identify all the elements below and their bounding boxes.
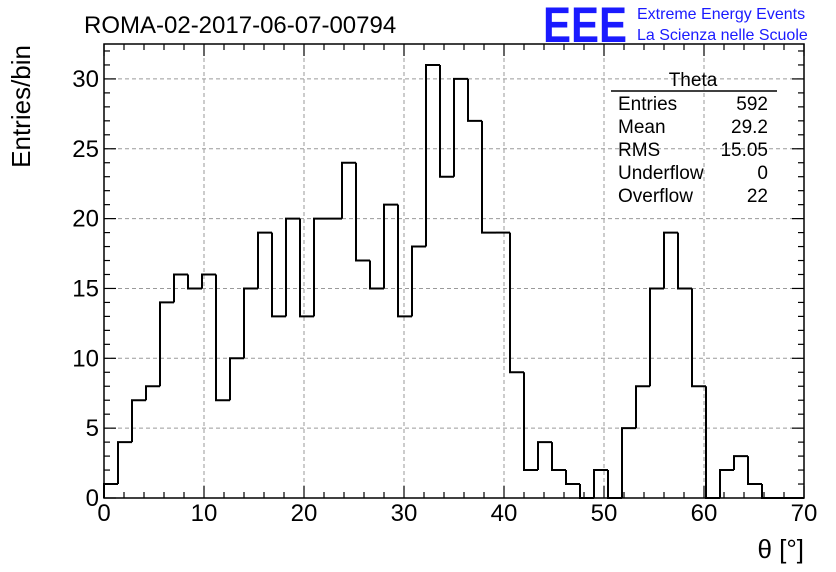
stats-value: 0: [757, 163, 768, 184]
y-tick-label: 15: [72, 275, 99, 302]
stats-label: Underflow: [618, 163, 704, 184]
histogram-bin: [341, 161, 356, 219]
logo-line-2: La Scienza nelle Scuole: [637, 27, 808, 44]
histogram-bin: [439, 64, 454, 178]
histogram-bin: [551, 442, 566, 472]
histogram-bin: [425, 63, 440, 247]
histogram-bin: [523, 372, 538, 472]
histogram-bin: [719, 469, 734, 498]
y-axis-title: Entries/bin: [6, 45, 36, 168]
histogram-bin: [383, 203, 398, 289]
stats-value: 22: [747, 186, 768, 207]
histogram-bin: [355, 162, 370, 262]
stats-value: 29.2: [731, 117, 768, 138]
histogram-bin: [747, 456, 762, 486]
histogram-bin: [369, 260, 384, 290]
histogram-bin: [103, 483, 118, 498]
x-tick-label: 70: [791, 500, 818, 527]
histogram-bin: [299, 218, 314, 318]
histogram-bin: [243, 287, 258, 359]
logo-line-1: Extreme Energy Events: [637, 6, 805, 23]
x-tick-label: 10: [191, 500, 218, 527]
histogram-bin: [145, 385, 160, 401]
y-tick-label: 0: [86, 485, 99, 512]
plot-frame: [103, 43, 805, 499]
x-tick-label: 20: [291, 500, 318, 527]
grid: [104, 44, 804, 498]
x-axis-title: θ [°]: [757, 534, 804, 564]
logo-mark: EEE: [543, 0, 627, 53]
stats-title: Theta: [669, 70, 718, 91]
histogram-bin: [117, 441, 132, 485]
x-tick-label: 40: [491, 500, 518, 527]
histogram-bin: [537, 441, 552, 471]
histogram-bin: [481, 120, 496, 234]
axis-ticks: [103, 44, 805, 499]
histogram-bin: [691, 288, 706, 388]
histogram-bin: [215, 274, 230, 402]
histogram-bin: [565, 470, 580, 486]
histogram-bin: [173, 273, 188, 303]
y-tick-label: 10: [72, 345, 99, 372]
y-tick-label: 25: [72, 136, 99, 163]
stats-label: Overflow: [618, 186, 693, 207]
histogram-bin: [229, 357, 244, 401]
histogram-bin: [593, 469, 608, 498]
x-tick-label: 60: [691, 500, 718, 527]
histogram-bin: [397, 204, 412, 318]
histogram-bin: [579, 484, 594, 499]
histogram-bin: [677, 232, 692, 290]
histogram-bin: [187, 274, 202, 290]
histogram-bin: [159, 301, 174, 387]
histogram-bars: [103, 63, 804, 499]
histogram-bin: [621, 427, 636, 498]
histogram-bin: [509, 232, 524, 374]
histogram-bin: [453, 77, 468, 177]
histogram-bin: [705, 386, 720, 499]
histogram-bin: [467, 78, 482, 122]
stats-label: RMS: [618, 140, 660, 161]
x-tick-label: 50: [591, 500, 618, 527]
histogram-bin: [411, 245, 426, 317]
histogram-bin: [271, 232, 286, 318]
stats-value: 15.05: [720, 140, 768, 161]
stats-box: Theta Entries 592 Mean 29.2 RMS 15.05 Underflo…: [611, 70, 777, 207]
histogram-bin: [607, 470, 622, 499]
histogram-bin: [201, 273, 216, 289]
x-tick-label: 0: [97, 500, 110, 527]
histogram-bin: [663, 231, 678, 289]
histogram-bin: [733, 455, 748, 471]
x-tick-label: 30: [391, 500, 418, 527]
stats-label: Mean: [618, 117, 666, 138]
chart-title: ROMA-02-2017-06-07-00794: [84, 12, 396, 39]
y-tick-label: 20: [72, 206, 99, 233]
tick-labels: 0 10 20 30 40 50 60 70 0 5 10 15 20 25 30: [72, 66, 817, 527]
eee-logo: EEE Extreme Energy Events La Scienza nel…: [543, 0, 808, 53]
stats-value: 592: [736, 94, 768, 115]
histogram-bin: [285, 217, 300, 317]
y-tick-label: 30: [72, 66, 99, 93]
histogram-bin: [313, 217, 328, 317]
stats-rows: Entries 592 Mean 29.2 RMS 15.05 Underflow 0 Over…: [618, 94, 768, 207]
histogram-bin: [635, 385, 650, 429]
histogram-bin: [649, 287, 664, 387]
histogram-bin: [131, 399, 146, 443]
y-tick-label: 5: [86, 415, 99, 442]
histogram-bin: [257, 231, 272, 289]
stats-label: Entries: [618, 94, 677, 115]
